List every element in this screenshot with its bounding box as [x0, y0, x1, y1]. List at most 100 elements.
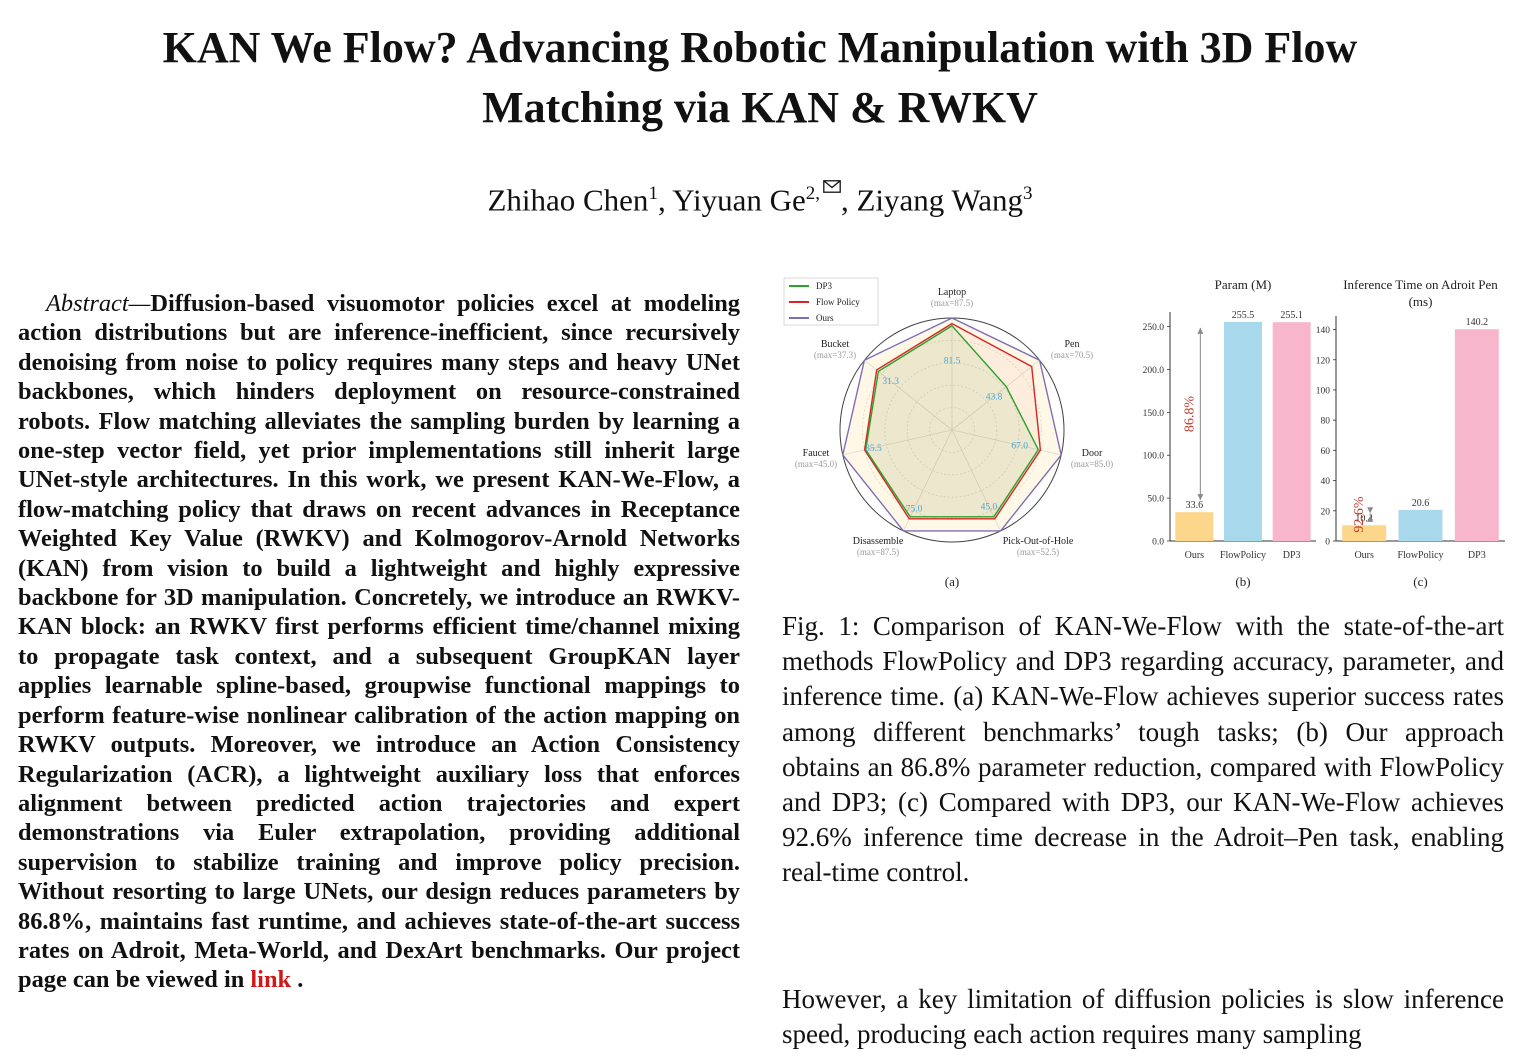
arrow-head-down: [1197, 494, 1204, 501]
y-tick-label: 250.0: [1143, 323, 1165, 333]
radar-series-flow-policy: [863, 322, 1042, 520]
affiliation-number: 2,: [805, 183, 820, 204]
abstract-heading: Abstract—: [46, 290, 151, 317]
radar-axis-label: Pen: [1065, 339, 1080, 350]
bar-flowpolicy: [1224, 321, 1262, 541]
author-separator: ,: [657, 182, 673, 218]
y-tick-label: 120: [1316, 356, 1331, 366]
legend-label: Flow Policy: [816, 297, 860, 307]
radar-axis-label: Disassemble: [853, 536, 904, 547]
radar-grid-ring: [906, 384, 998, 476]
bar-ours: [1342, 525, 1387, 541]
x-tick-label: Ours: [1185, 550, 1205, 561]
radar-axis-max: (max=70.5): [1051, 350, 1093, 360]
x-tick-label: DP3: [1468, 550, 1486, 561]
radar-axis-label: Door: [1082, 448, 1103, 459]
body-paragraph: However, a key limitation of diffusion p…: [782, 984, 1504, 1050]
radar-axis-max: (max=87.5): [931, 298, 973, 308]
y-tick-label: 50.0: [1147, 495, 1164, 505]
radar-spoke: [903, 429, 953, 532]
chart-title: Inference Time on Adroit Pen: [1343, 277, 1498, 292]
bar-value-label: 10.4: [1355, 513, 1373, 524]
y-tick-label: 40: [1321, 477, 1331, 487]
radar-spoke: [951, 429, 1062, 456]
y-tick-label: 100: [1316, 386, 1331, 396]
radar-series-dp3: [864, 324, 1040, 518]
panel-label: (c): [1413, 574, 1427, 589]
arrow-head-up: [1367, 515, 1374, 522]
radar-value-label: 75.0: [906, 505, 923, 515]
author-separator: ,: [841, 182, 857, 218]
project-page-link[interactable]: link: [250, 966, 292, 994]
bar-value-label: 33.6: [1186, 500, 1204, 511]
x-tick-label: FlowPolicy: [1397, 550, 1443, 561]
legend-label: Ours: [816, 313, 834, 323]
paper-title: KAN We Flow? Advancing Robotic Manipulat…: [40, 18, 1480, 138]
reduction-annotation: 86.8%: [1182, 396, 1197, 433]
bar-dp3: [1272, 322, 1311, 541]
affiliation-mark: 1: [648, 183, 658, 204]
radar-value-label: 43.8: [986, 392, 1003, 402]
radar-value-label: 35.5: [865, 444, 882, 454]
abstract-end: .: [291, 966, 304, 994]
legend-label: DP3: [816, 281, 833, 291]
y-tick-label: 80: [1321, 417, 1331, 427]
y-tick-label: 0.0: [1152, 538, 1164, 548]
abstract-text: Diffusion-based visuomotor policies exce…: [18, 290, 740, 994]
x-tick-label: DP3: [1283, 550, 1301, 561]
radar-spoke: [842, 429, 953, 456]
bar-value-label: 20.6: [1412, 498, 1430, 509]
radar-axis-label: Bucket: [821, 339, 850, 350]
reduction-annotation: 92.6%: [1352, 496, 1367, 533]
affiliation-mark: 3: [1023, 183, 1033, 204]
bar-value-label: 255.1: [1280, 310, 1303, 321]
y-tick-label: 150.0: [1143, 409, 1165, 419]
y-tick-label: 0: [1325, 538, 1330, 548]
radar-axis-max: (max=85.0): [1071, 459, 1113, 469]
author-name: Yiyuan Ge: [672, 182, 806, 218]
radar-axis-label: Laptop: [938, 287, 966, 298]
radar-spoke: [951, 359, 1040, 431]
radar-spoke: [951, 429, 1001, 532]
radar-value-label: 67.0: [1011, 441, 1028, 451]
bar-value-label: 255.5: [1232, 310, 1255, 321]
x-tick-label: FlowPolicy: [1220, 550, 1266, 561]
author-name: Ziyang Wang: [856, 182, 1024, 218]
bar-value-label: 140.2: [1466, 317, 1489, 328]
panel-label: (b): [1235, 574, 1250, 589]
y-tick-label: 200.0: [1143, 366, 1165, 376]
bar-dp3: [1454, 329, 1499, 541]
y-tick-label: 140: [1316, 326, 1331, 336]
panel-label: (a): [945, 574, 959, 589]
radar-series-ours: [842, 317, 1062, 532]
radar-axis-max: (max=37.3): [814, 350, 856, 360]
author-name: Zhihao Chen: [487, 182, 649, 218]
y-tick-label: 100.0: [1143, 452, 1165, 462]
x-tick-label: Ours: [1354, 550, 1374, 561]
radar-axis-max: (max=45.0): [795, 459, 837, 469]
radar-axis-label: Pick-Out-of-Hole: [1003, 536, 1074, 547]
radar-axis-label: Faucet: [803, 448, 830, 459]
author-list: Zhihao Chen1, Yiyuan Ge2,, Ziyang Wang3: [0, 180, 1520, 218]
y-tick-label: 20: [1321, 507, 1331, 517]
bar-ours: [1175, 512, 1214, 541]
abstract: Abstract—Diffusion-based visuomotor poli…: [18, 289, 740, 995]
envelope-icon: [823, 180, 841, 193]
title-line-1: KAN We Flow? Advancing Robotic Manipulat…: [162, 23, 1358, 72]
radar-value-label: 45.0: [981, 503, 998, 513]
bar-flowpolicy: [1398, 509, 1443, 541]
affiliation-mark: 2,: [805, 180, 841, 204]
radar-spoke: [864, 359, 953, 431]
chart-title-unit: (ms): [1409, 294, 1433, 309]
figure-1: 81.543.867.045.075.035.531.3Laptop(max=8…: [783, 277, 1505, 589]
title-line-2: Matching via KAN & RWKV: [482, 83, 1038, 132]
y-tick-label: 60: [1321, 447, 1331, 457]
arrow-head-up: [1197, 327, 1204, 334]
figure-caption: Fig. 1: Comparison of KAN-We-Flow with t…: [782, 611, 1504, 888]
chart-title: Param (M): [1215, 277, 1272, 292]
radar-value-label: 81.5: [944, 357, 961, 367]
radar-value-label: 31.3: [882, 377, 899, 387]
arrow-head-down: [1367, 507, 1374, 514]
radar-axis-max: (max=52.5): [1017, 547, 1059, 557]
radar-axis-max: (max=87.5): [857, 547, 899, 557]
